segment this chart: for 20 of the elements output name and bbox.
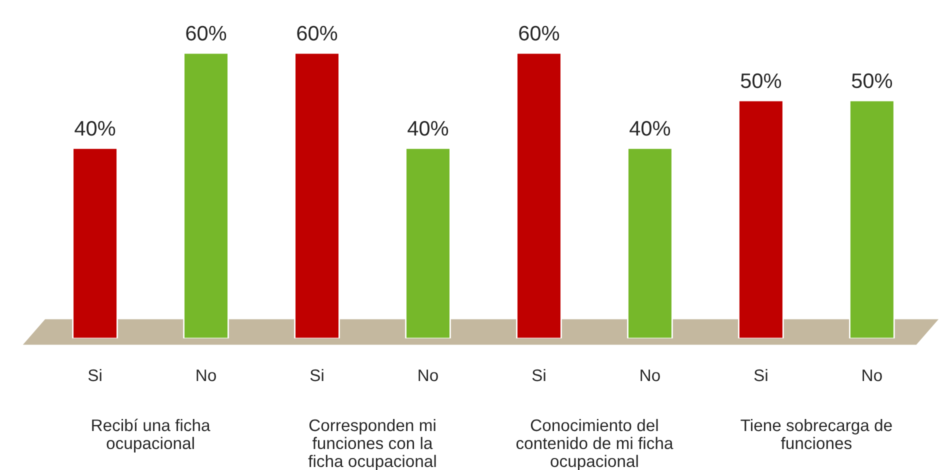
data-label: 50% bbox=[740, 73, 782, 88]
text: Corresponden mi funciones con la ficha ocupacional bbox=[308, 418, 436, 470]
x-tick-label: No bbox=[196, 370, 216, 382]
x-tick-label: Si bbox=[532, 368, 546, 382]
x-tick-label: Si bbox=[310, 368, 324, 382]
data-label: 60% bbox=[297, 26, 338, 41]
data-label: 60% bbox=[186, 26, 226, 41]
x-tick-label: No bbox=[640, 370, 660, 382]
x-tick-label: No bbox=[418, 370, 438, 382]
data-label: 40% bbox=[408, 120, 448, 136]
data-label: 40% bbox=[630, 120, 670, 136]
x-tick-label: No bbox=[862, 370, 882, 382]
text: Tiene sobrecarga de funciones bbox=[740, 418, 892, 450]
data-label: 60% bbox=[519, 26, 560, 41]
x-tick-label: Si bbox=[88, 368, 102, 382]
text: Conocimiento del contenido de mi ficha ocupacional bbox=[516, 418, 674, 470]
data-label: 40% bbox=[74, 120, 116, 136]
x-tick-label: Si bbox=[754, 368, 768, 382]
data-label: 50% bbox=[852, 73, 892, 88]
text: Recibí una ficha ocupacional bbox=[92, 418, 210, 452]
